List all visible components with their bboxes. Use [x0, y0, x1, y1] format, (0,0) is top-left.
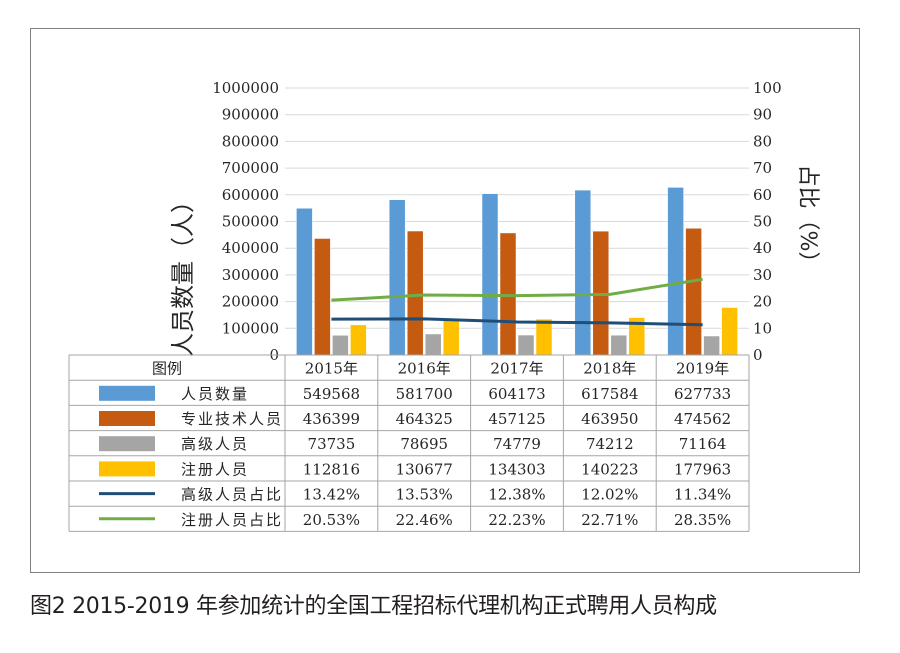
table-cell-value: 134303: [488, 460, 545, 478]
chart-frame: 0 100000 200000 300000 400000 500000 600000 700…: [30, 28, 860, 573]
y-right-tick-label: 100: [753, 79, 782, 97]
table-cell-value: 617584: [581, 385, 638, 403]
x-category-label: 2018年: [583, 360, 636, 378]
table-header-label: 图例: [152, 360, 182, 378]
bar: [667, 187, 684, 356]
y-left-axis-title: 人员数量（人）: [169, 189, 197, 357]
legend-series-name: 专业技术人员: [181, 410, 283, 428]
table-cell-value: 457125: [488, 410, 545, 428]
bar: [721, 307, 738, 356]
bar: [406, 230, 424, 356]
table-cell-value: 627733: [674, 385, 731, 403]
table-cell-value: 73735: [308, 435, 356, 453]
table-cell-value: 71164: [679, 435, 727, 453]
legend-swatch: [99, 461, 155, 477]
legend-series-name: 高级人员: [181, 435, 249, 453]
legend-series-name: 高级人员占比: [181, 486, 283, 504]
table-cell-value: 11.34%: [674, 486, 731, 504]
bar: [314, 238, 331, 356]
y-left-tick-label: 100000: [222, 319, 279, 337]
x-category-label: 2015年: [305, 360, 358, 378]
table-cell-value: 22.46%: [396, 511, 453, 529]
y-right-tick-label: 0: [753, 346, 763, 364]
table-cell-value: 130677: [396, 460, 453, 478]
table-cell-value: 604173: [488, 385, 545, 403]
legend-swatch: [99, 436, 155, 452]
table-cell-value: 112816: [303, 460, 360, 478]
series-line: [331, 277, 703, 302]
y-right-tick-label: 90: [753, 106, 772, 124]
y-right-tick-label: 60: [753, 186, 772, 204]
bar: [296, 208, 313, 356]
bar: [332, 335, 349, 356]
bar: [535, 318, 553, 356]
y-right-tick-label: 30: [753, 266, 772, 284]
table-cell-value: 464325: [396, 410, 453, 428]
y-right-tick-label: 20: [753, 293, 772, 311]
bar: [499, 232, 517, 356]
table-cell-value: 12.38%: [488, 486, 545, 504]
table-cell-value: 463950: [581, 410, 638, 428]
bar: [424, 333, 442, 356]
series-line: [331, 317, 703, 327]
table-cell-value: 13.53%: [396, 486, 453, 504]
table-cell-value: 20.53%: [303, 511, 360, 529]
table-cell-value: 13.42%: [303, 486, 360, 504]
y-right-tick-label: 80: [753, 132, 772, 150]
y-right-tick-label: 50: [753, 213, 772, 231]
legend-swatch: [99, 385, 155, 401]
bar: [574, 189, 592, 356]
bar: [481, 193, 499, 356]
y-right-tick-label: 70: [753, 159, 772, 177]
legend-series-name: 注册人员: [181, 460, 249, 478]
table-cell-value: 74779: [493, 435, 541, 453]
table-cell-value: 140223: [581, 460, 638, 478]
table-cell-value: 78695: [400, 435, 448, 453]
y-left-tick-label: 400000: [222, 239, 279, 257]
y-right-axis-title: 占比（%）: [795, 165, 820, 274]
bar: [388, 199, 406, 356]
table-cell-value: 549568: [303, 385, 360, 403]
legend-series-name: 注册人员占比: [181, 511, 283, 529]
y-left-tick-label: 200000: [222, 293, 279, 311]
x-category-label: 2016年: [398, 360, 451, 378]
table-cell-value: 12.02%: [581, 486, 638, 504]
bar: [350, 324, 367, 356]
legend-swatch: [99, 411, 155, 426]
bar: [442, 319, 460, 356]
table-cell-value: 74212: [586, 435, 634, 453]
y-left-tick-label: 600000: [222, 186, 279, 204]
y-right-tick-label: 10: [753, 319, 772, 337]
table-cell-value: 28.35%: [674, 511, 731, 529]
y-left-tick-label: 500000: [222, 213, 279, 231]
bar: [685, 228, 702, 356]
y-left-tick-label: 700000: [222, 159, 279, 177]
y-right-tick-label: 40: [753, 239, 772, 257]
bar: [703, 335, 720, 356]
y-left-tick-label: 1000000: [212, 79, 279, 97]
figure-caption: 图2 2015-2019 年参加统计的全国工程招标代理机构正式聘用人员构成: [30, 594, 717, 619]
table-cell-value: 474562: [674, 410, 731, 428]
table-cell-value: 581700: [396, 385, 453, 403]
bar: [610, 334, 628, 356]
y-left-tick-label: 800000: [222, 132, 279, 150]
bar: [517, 334, 535, 356]
legend-series-name: 人员数量: [181, 385, 249, 403]
table-cell-value: 436399: [303, 410, 360, 428]
y-left-tick-label: 900000: [222, 106, 279, 124]
table-cell-value: 177963: [674, 460, 731, 478]
combo-chart: 0 100000 200000 300000 400000 500000 600000 700…: [68, 79, 820, 532]
x-category-label: 2019年: [676, 360, 729, 378]
y-left-tick-label: 300000: [222, 266, 279, 284]
x-category-label: 2017年: [490, 360, 543, 378]
table-cell-value: 22.23%: [488, 511, 545, 529]
table-cell-value: 22.71%: [581, 511, 638, 529]
